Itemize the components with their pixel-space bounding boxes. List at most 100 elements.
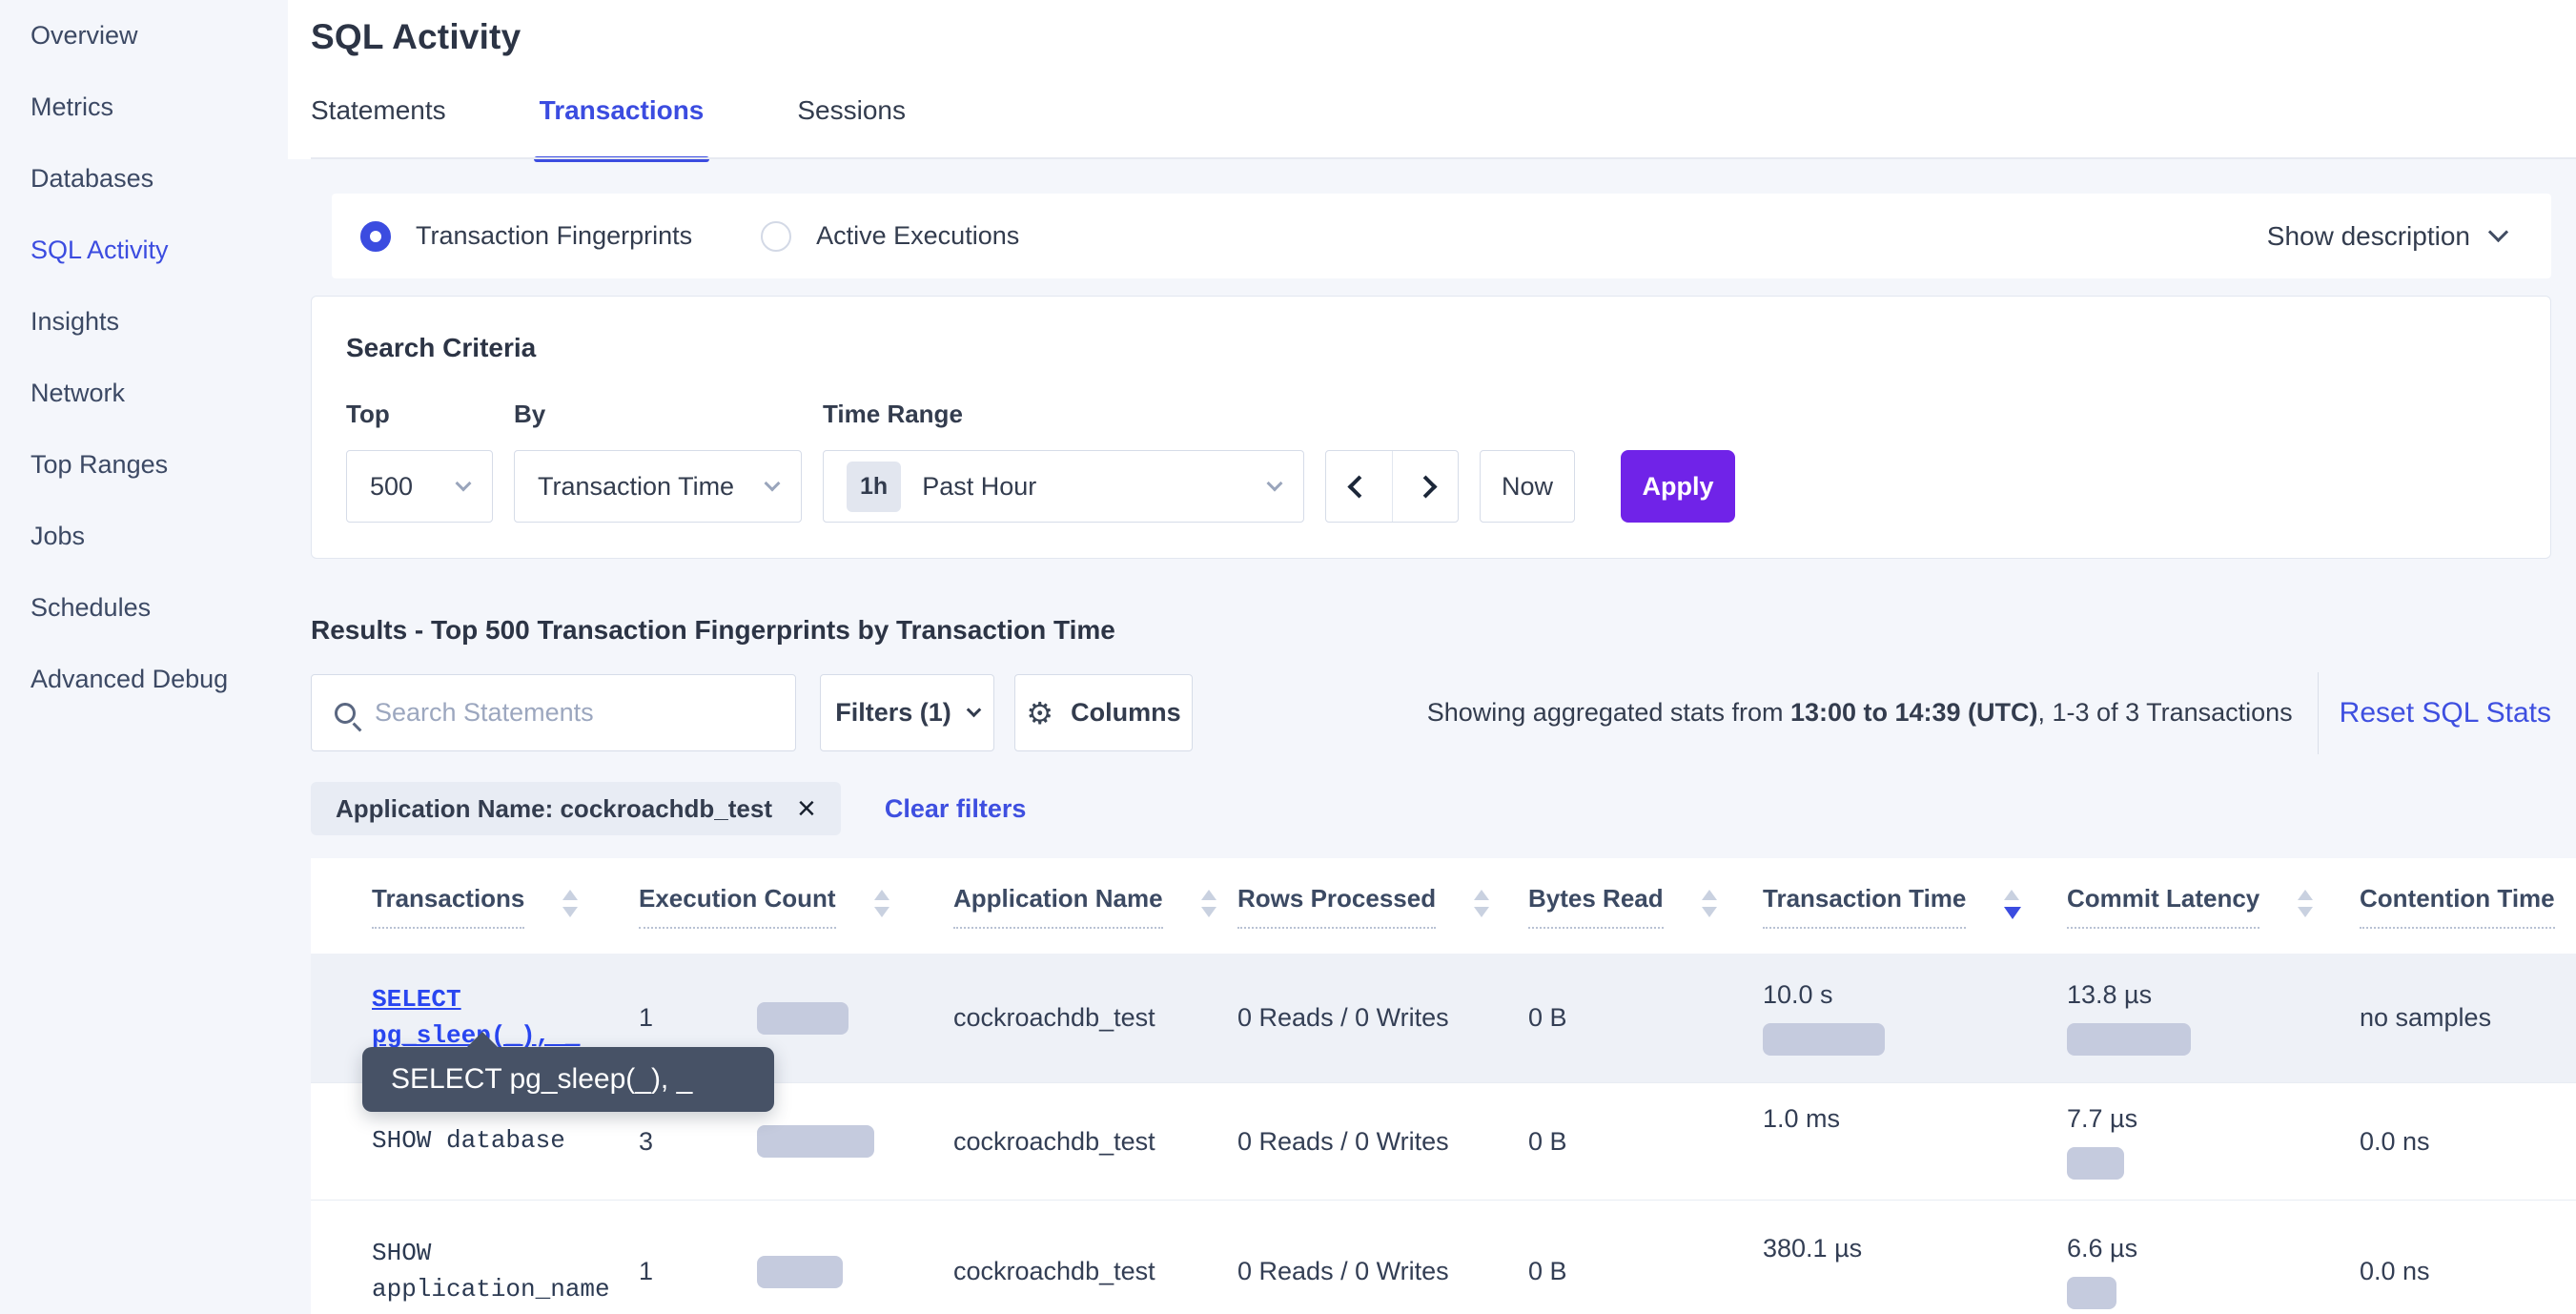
commit-latency-bar (2067, 1146, 2124, 1180)
bytes-read-value: 0 B (1528, 1257, 1567, 1285)
top-select[interactable]: 500 (346, 450, 493, 523)
show-description-label: Show description (2266, 220, 2470, 251)
filters-button[interactable]: Filters (1) (820, 674, 994, 751)
time-range-select[interactable]: 1h Past Hour (823, 450, 1304, 523)
results-controls: Filters (1) ⚙ Columns Showing aggregated… (311, 671, 2551, 754)
clear-filters-link[interactable]: Clear filters (884, 793, 1027, 823)
column-header-rows-processed[interactable]: Rows Processed (1237, 884, 1528, 929)
radio-active-executions[interactable]: Active Executions (761, 220, 1020, 252)
filter-chip-label: Application Name: cockroachdb_test (336, 793, 772, 823)
by-label: By (514, 400, 546, 428)
radio-label: Transaction Fingerprints (416, 221, 693, 250)
transaction-fingerprint-link[interactable]: SELECT pg_sleep(_), _ (372, 984, 581, 1050)
filter-chip-application-name[interactable]: Application Name: cockroachdb_test × (311, 782, 841, 835)
vertical-divider (2317, 671, 2319, 754)
column-header-execution-count[interactable]: Execution Count (639, 884, 953, 929)
rows-processed-value: 0 Reads / 0 Writes (1237, 1126, 1449, 1156)
tab-statements[interactable]: Statements (311, 95, 446, 125)
column-header-transactions[interactable]: Transactions (372, 884, 639, 929)
sidebar-item-overview[interactable]: Overview (31, 21, 138, 50)
transaction-time-bar (1763, 1023, 1885, 1056)
chevron-right-icon (1413, 474, 1438, 499)
column-header-contention-time[interactable]: Contention Time (2360, 884, 2576, 929)
radio-label: Active Executions (816, 221, 1020, 250)
execution-count-bar (757, 1255, 953, 1288)
filters-label: Filters (1) (835, 698, 951, 727)
search-icon (335, 702, 356, 724)
search-criteria-card: Search Criteria Top 500 By Transaction T… (311, 296, 2551, 559)
reset-sql-stats-link[interactable]: Reset SQL Stats (2339, 696, 2551, 729)
page-title: SQL Activity (311, 17, 521, 56)
transactions-table: Transactions Execution Count Application… (311, 858, 2576, 1314)
now-button[interactable]: Now (1480, 450, 1575, 523)
sort-descending-icon (2004, 889, 2022, 919)
statement-tooltip: SELECT pg_sleep(_), _ (362, 1032, 774, 1112)
chevron-down-icon (966, 702, 982, 718)
show-description-toggle[interactable]: Show description (2266, 220, 2509, 252)
by-field: By Transaction Time (514, 400, 823, 523)
time-pager (1325, 450, 1459, 523)
commit-latency-cell: 7.7 µs (2067, 1104, 2360, 1180)
contention-time-value: 0.0 ns (2360, 1257, 2430, 1285)
transaction-fingerprint-text[interactable]: SHOW application_name (372, 1238, 610, 1304)
column-header-bytes-read[interactable]: Bytes Read (1528, 884, 1763, 929)
application-name-value: cockroachdb_test (953, 1257, 1155, 1285)
sort-icon (562, 889, 579, 917)
sort-icon (2298, 889, 2314, 917)
tab-transactions[interactable]: Transactions (533, 95, 710, 162)
application-name-value: cockroachdb_test (953, 1126, 1155, 1156)
contention-time-value: no samples (2360, 1003, 2492, 1032)
statement-tooltip-text: SELECT pg_sleep(_), _ (391, 1063, 693, 1095)
sidebar-item-schedules[interactable]: Schedules (31, 593, 152, 622)
radio-transaction-fingerprints[interactable]: Transaction Fingerprints (360, 220, 693, 252)
tab-sessions[interactable]: Sessions (797, 95, 906, 125)
sidebar-item-advanced-debug[interactable]: Advanced Debug (31, 665, 229, 693)
transaction-fingerprint-text[interactable]: SHOW database (372, 1126, 565, 1156)
table-row[interactable]: SHOW database 3 cockroachdb_test 0 Reads… (311, 1082, 2576, 1200)
apply-button[interactable]: Apply (1621, 450, 1735, 523)
sidebar-item-jobs[interactable]: Jobs (31, 522, 86, 550)
table-row[interactable]: SHOW application_name 1 cockroachdb_test… (311, 1200, 2576, 1314)
column-header-application-name[interactable]: Application Name (953, 884, 1237, 929)
execution-count-value: 1 (639, 1257, 654, 1285)
bytes-read-value: 0 B (1528, 1003, 1567, 1032)
previous-time-button[interactable] (1326, 451, 1392, 522)
tab-bar: Statements Transactions Sessions (311, 95, 906, 162)
execution-count-bar (757, 1125, 953, 1158)
execution-count-value: 3 (639, 1126, 654, 1156)
column-header-transaction-time[interactable]: Transaction Time (1763, 884, 2067, 929)
results-heading: Results - Top 500 Transaction Fingerprin… (311, 615, 1115, 645)
time-range-badge: 1h (847, 461, 902, 512)
sidebar-item-insights[interactable]: Insights (31, 307, 120, 336)
transaction-time-cell: 380.1 µs (1763, 1234, 1863, 1263)
chevron-down-icon (1266, 475, 1283, 492)
top-field: Top 500 (346, 400, 514, 523)
execution-count-value: 1 (639, 1003, 654, 1032)
transaction-time-cell: 10.0 s (1763, 980, 2067, 1056)
active-filters-row: Application Name: cockroachdb_test × Cle… (311, 782, 1026, 835)
sort-icon (1474, 889, 1490, 917)
sidebar-item-databases[interactable]: Databases (31, 164, 154, 193)
sidebar-item-network[interactable]: Network (31, 379, 126, 407)
chevron-down-icon (764, 475, 781, 492)
next-time-button[interactable] (1392, 451, 1458, 522)
execution-count-bar (757, 1001, 953, 1035)
radio-selected-icon (360, 220, 391, 252)
columns-button[interactable]: ⚙ Columns (1014, 674, 1193, 751)
search-statements-box (311, 674, 796, 751)
application-name-value: cockroachdb_test (953, 1003, 1155, 1032)
search-criteria-controls: Top 500 By Transaction Time Time Range 1… (346, 400, 1735, 523)
close-icon[interactable]: × (797, 790, 816, 827)
sort-icon (1701, 889, 1717, 917)
search-statements-input[interactable] (375, 698, 772, 728)
column-header-commit-latency[interactable]: Commit Latency (2067, 884, 2360, 929)
sidebar-item-metrics[interactable]: Metrics (31, 92, 113, 121)
bytes-read-value: 0 B (1528, 1126, 1567, 1156)
by-select[interactable]: Transaction Time (514, 450, 802, 523)
time-range-value: Past Hour (922, 471, 1037, 501)
commit-latency-bar (2067, 1023, 2191, 1056)
by-select-value: Transaction Time (538, 471, 735, 501)
sidebar-item-top-ranges[interactable]: Top Ranges (31, 450, 169, 479)
view-toggle-toolbar: Transaction Fingerprints Active Executio… (332, 194, 2551, 278)
sidebar-item-sql-activity[interactable]: SQL Activity (31, 236, 169, 264)
